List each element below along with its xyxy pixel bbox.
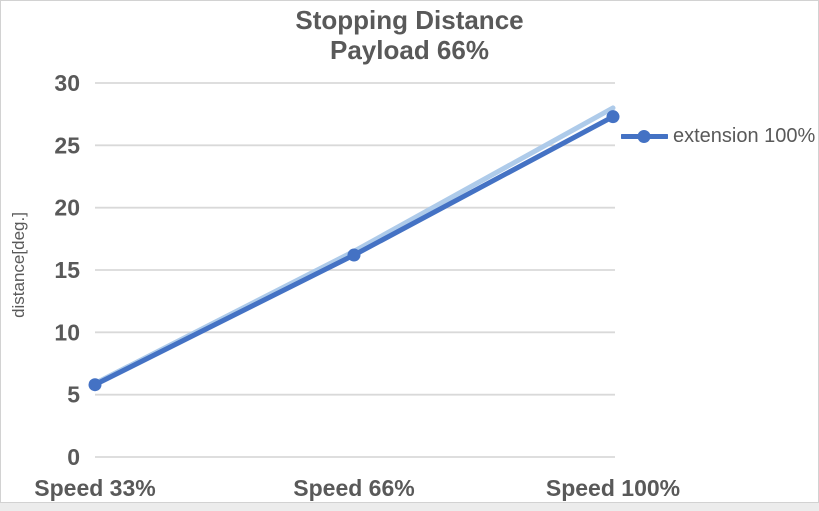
legend: extension 100% xyxy=(621,125,815,148)
series-marker xyxy=(606,110,620,124)
legend-label: extension 100% xyxy=(673,125,816,147)
legend-marker-icon xyxy=(621,130,668,143)
chart-title: Stopping Distance Payload 66% xyxy=(0,5,819,65)
y-tick-label: 20 xyxy=(54,195,80,221)
chart-title-line1: Stopping Distance xyxy=(295,5,524,35)
x-category-label: Speed 100% xyxy=(546,475,680,501)
y-tick-label: 15 xyxy=(54,257,80,283)
x-category-label: Speed 66% xyxy=(293,475,414,501)
y-tick-label: 5 xyxy=(67,382,80,408)
y-tick-label: 0 xyxy=(67,444,80,470)
x-category-label: Speed 33% xyxy=(34,475,155,501)
series-marker xyxy=(347,248,361,262)
chart-title-line2: Payload 66% xyxy=(330,35,489,65)
y-tick-label: 10 xyxy=(54,319,80,345)
y-tick-label: 30 xyxy=(54,70,80,96)
series-marker xyxy=(88,378,102,392)
series-glow-line xyxy=(92,105,616,386)
y-tick-label: 25 xyxy=(54,132,80,158)
